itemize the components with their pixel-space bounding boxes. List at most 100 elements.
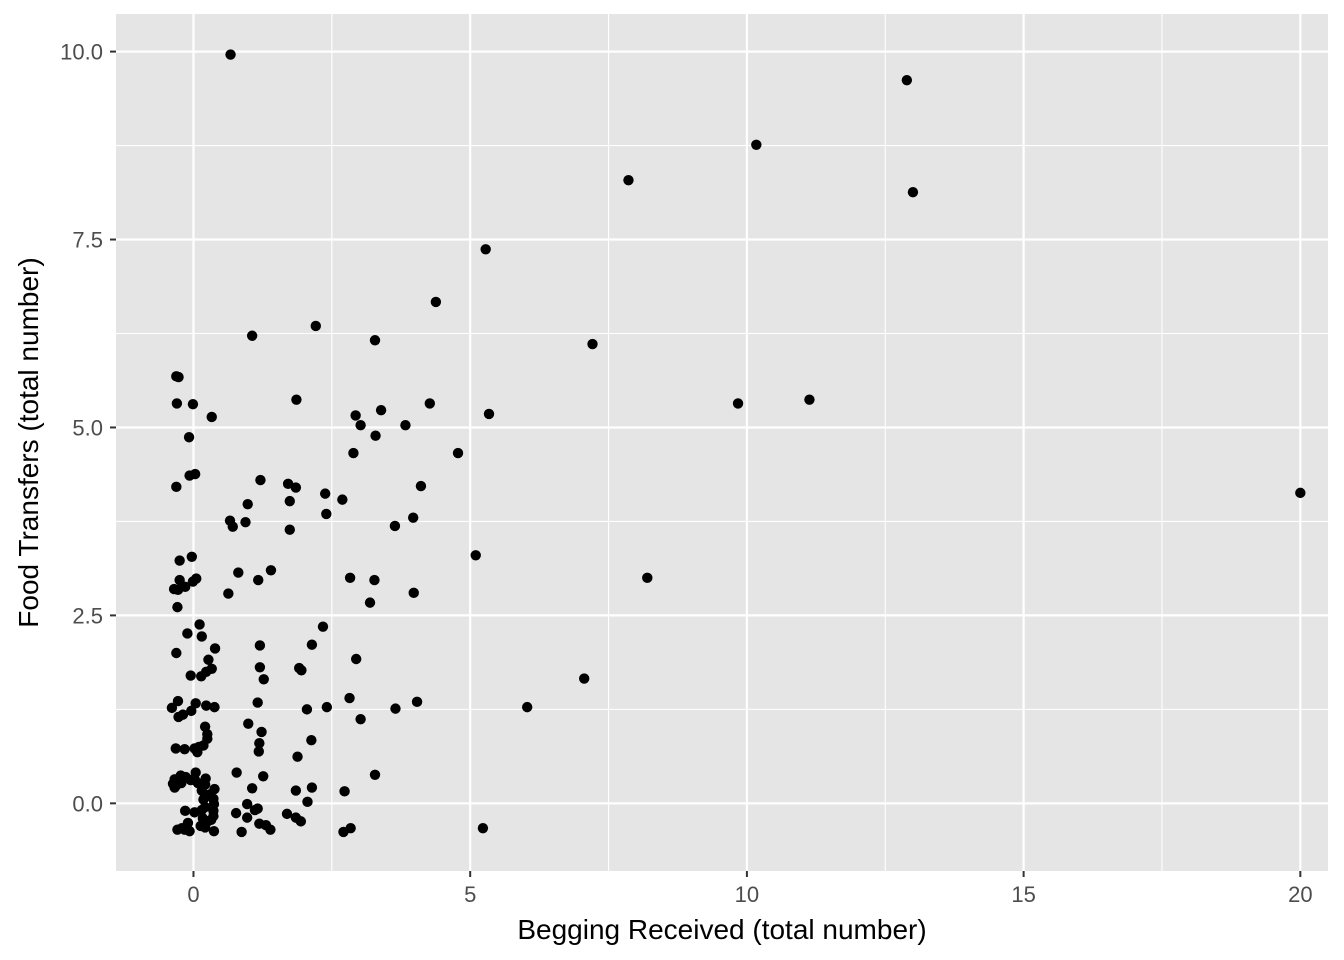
data-point xyxy=(369,335,381,346)
data-point xyxy=(192,747,203,758)
data-point xyxy=(370,430,381,441)
data-point xyxy=(480,244,491,255)
data-point xyxy=(246,783,258,794)
data-point xyxy=(623,174,634,186)
data-point xyxy=(339,786,350,797)
data-point xyxy=(901,74,913,86)
major-gridlines xyxy=(116,14,1328,871)
data-point xyxy=(295,816,307,827)
plot-panel xyxy=(116,14,1328,871)
data-point xyxy=(252,697,263,708)
data-point xyxy=(171,398,183,409)
minor-gridlines xyxy=(116,14,1328,871)
data-point xyxy=(236,826,247,838)
data-point xyxy=(223,588,234,599)
data-point xyxy=(208,825,220,837)
data-point xyxy=(284,495,295,507)
data-point xyxy=(306,639,318,650)
data-point xyxy=(243,718,254,729)
data-point xyxy=(751,139,762,151)
data-point xyxy=(369,574,380,586)
data-point xyxy=(240,516,251,528)
data-point xyxy=(290,482,302,493)
y-axis-title: Food Transfers (total number) xyxy=(13,257,44,627)
data-point xyxy=(415,480,427,492)
data-point xyxy=(198,740,209,751)
x-tick-label: 0 xyxy=(187,882,199,907)
data-point xyxy=(241,812,253,823)
y-axis-ticks: 0.0 2.5 5.0 7.5 10.0 xyxy=(60,40,116,816)
data-point xyxy=(321,701,333,713)
data-points xyxy=(166,49,1306,838)
data-point xyxy=(321,508,332,520)
data-point xyxy=(179,805,191,817)
data-point xyxy=(206,411,217,423)
data-point xyxy=(249,804,261,816)
data-point xyxy=(253,574,264,586)
data-point xyxy=(369,769,381,780)
data-point xyxy=(182,628,193,639)
data-point xyxy=(174,555,185,566)
y-tick-label: 10.0 xyxy=(60,40,103,65)
data-point xyxy=(338,826,349,838)
data-point xyxy=(350,410,361,421)
data-point xyxy=(390,703,401,714)
data-point xyxy=(732,398,744,409)
data-point xyxy=(189,807,200,818)
data-point xyxy=(256,726,267,738)
data-point xyxy=(424,398,435,409)
data-point xyxy=(407,512,419,523)
data-point xyxy=(389,520,401,532)
data-point xyxy=(253,746,264,757)
data-point xyxy=(408,587,419,599)
data-point xyxy=(179,744,190,755)
data-point xyxy=(470,550,481,561)
data-point xyxy=(185,670,196,681)
data-point xyxy=(319,488,331,499)
data-point xyxy=(186,551,198,562)
data-point xyxy=(191,573,202,584)
data-point xyxy=(348,447,359,459)
data-point xyxy=(187,398,199,410)
data-point xyxy=(310,320,321,332)
x-axis-title: Begging Received (total number) xyxy=(517,914,926,945)
data-point xyxy=(282,478,294,490)
x-tick-label: 10 xyxy=(735,882,759,907)
data-point xyxy=(209,701,220,713)
data-point xyxy=(907,186,919,198)
data-point xyxy=(255,474,266,486)
data-point xyxy=(242,498,253,510)
data-point xyxy=(173,371,184,383)
data-point xyxy=(201,700,212,711)
data-point xyxy=(411,696,423,708)
data-point xyxy=(306,734,317,746)
x-axis-ticks: 0 5 10 15 20 xyxy=(187,871,1313,907)
y-tick-label: 5.0 xyxy=(72,415,103,440)
data-point xyxy=(430,296,442,308)
x-tick-label: 20 xyxy=(1288,882,1312,907)
data-point xyxy=(337,494,348,505)
data-point xyxy=(231,767,242,778)
data-point xyxy=(170,743,181,754)
y-tick-label: 7.5 xyxy=(72,228,103,253)
data-point xyxy=(281,808,293,820)
data-point xyxy=(186,705,197,717)
data-point xyxy=(177,709,189,720)
data-point xyxy=(296,665,307,676)
data-point xyxy=(203,654,214,665)
data-point xyxy=(375,404,387,416)
data-point xyxy=(189,468,201,480)
data-point xyxy=(196,671,207,682)
data-point xyxy=(254,640,266,651)
data-point xyxy=(804,394,815,405)
data-point xyxy=(265,824,276,835)
data-point xyxy=(355,420,366,431)
data-point xyxy=(284,524,295,535)
data-point xyxy=(183,432,195,443)
data-point xyxy=(246,330,258,341)
data-point xyxy=(578,673,590,684)
data-point xyxy=(171,481,182,493)
data-point xyxy=(258,771,269,782)
data-point xyxy=(254,738,265,749)
data-point xyxy=(209,643,221,654)
